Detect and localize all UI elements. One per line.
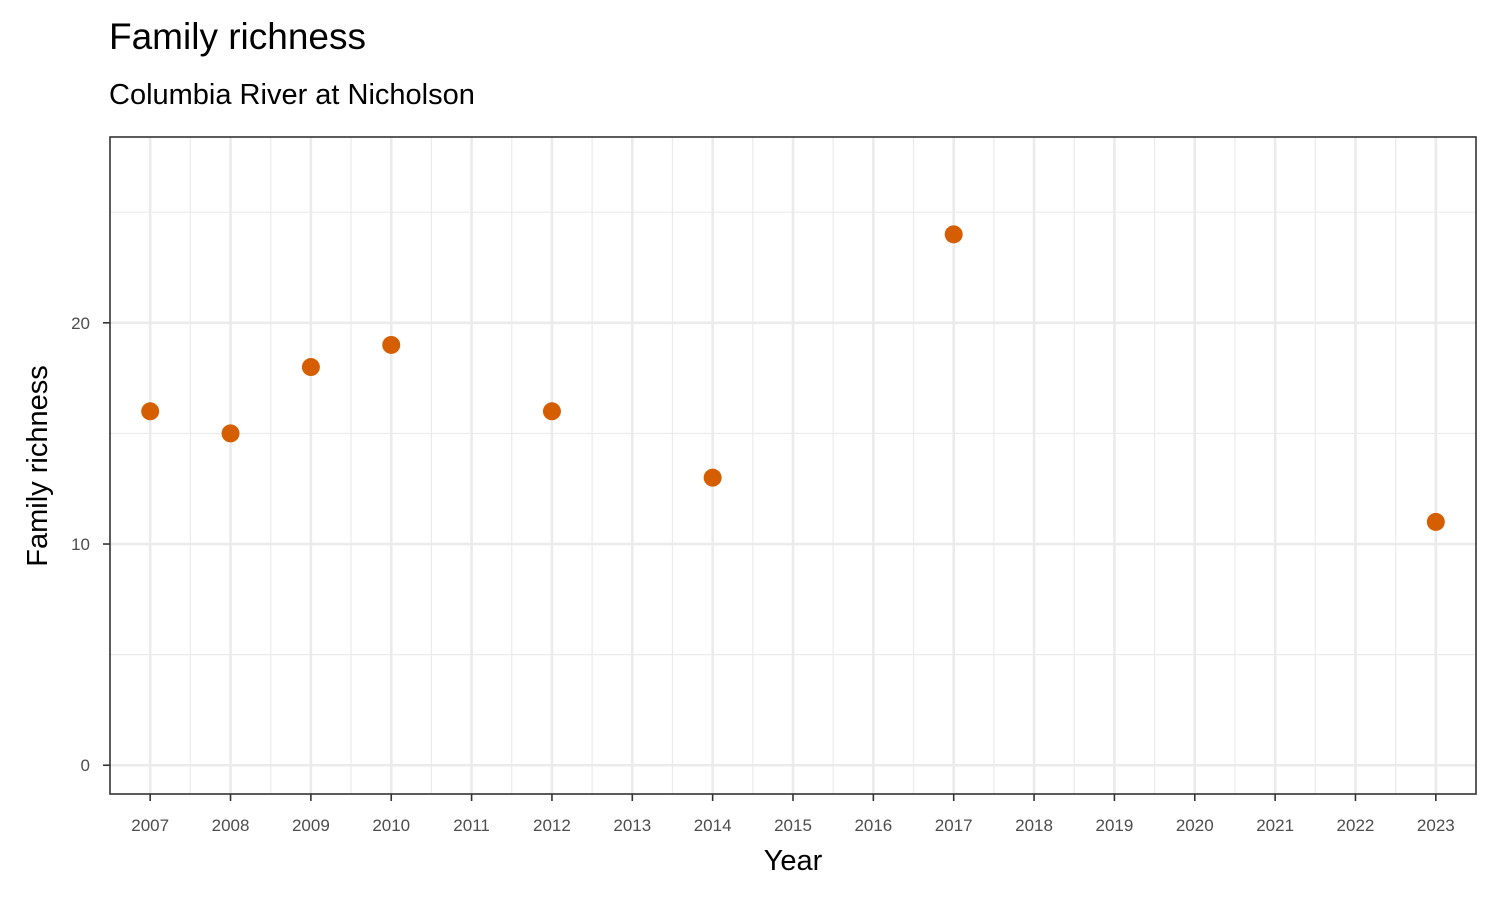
- data-point: [301, 358, 320, 377]
- axis-ticks: 2007 2008 2009 2010 2011 2012 2013 2014 2015 2016…: [71, 314, 1455, 835]
- x-tick-label: 2018: [1015, 816, 1053, 835]
- x-tick-label: 2023: [1417, 816, 1455, 835]
- x-tick-label: 2015: [774, 816, 812, 835]
- chart-subtitle: Columbia River at Nicholson: [109, 79, 475, 111]
- x-tick-label: 2016: [854, 816, 892, 835]
- x-tick-label: 2008: [212, 816, 250, 835]
- chart-title: Family richness: [109, 16, 366, 57]
- data-point: [944, 225, 963, 244]
- grid-lines: [110, 137, 1476, 794]
- data-point: [703, 468, 722, 487]
- x-tick-label: 2013: [613, 816, 651, 835]
- data-point: [382, 335, 401, 354]
- x-tick-label: 2007: [131, 816, 169, 835]
- x-tick-label: 2014: [694, 816, 732, 835]
- x-axis-title: Year: [764, 845, 823, 877]
- y-axis-title: Family richness: [22, 365, 54, 566]
- y-tick-label: 10: [71, 535, 90, 554]
- x-tick-label: 2022: [1337, 816, 1375, 835]
- x-tick-label: 2009: [292, 816, 330, 835]
- x-tick-label: 2012: [533, 816, 571, 835]
- data-points: [141, 225, 1445, 531]
- x-tick-label: 2017: [935, 816, 973, 835]
- data-point: [141, 402, 160, 421]
- data-point: [221, 424, 240, 443]
- x-tick-label: 2019: [1095, 816, 1133, 835]
- x-tick-label: 2020: [1176, 816, 1214, 835]
- y-tick-label: 20: [71, 314, 90, 333]
- data-point: [1426, 512, 1445, 531]
- data-point: [542, 402, 561, 421]
- x-tick-label: 2021: [1256, 816, 1294, 835]
- x-tick-label: 2011: [453, 816, 490, 835]
- x-tick-label: 2010: [372, 816, 410, 835]
- y-tick-label: 0: [81, 756, 90, 775]
